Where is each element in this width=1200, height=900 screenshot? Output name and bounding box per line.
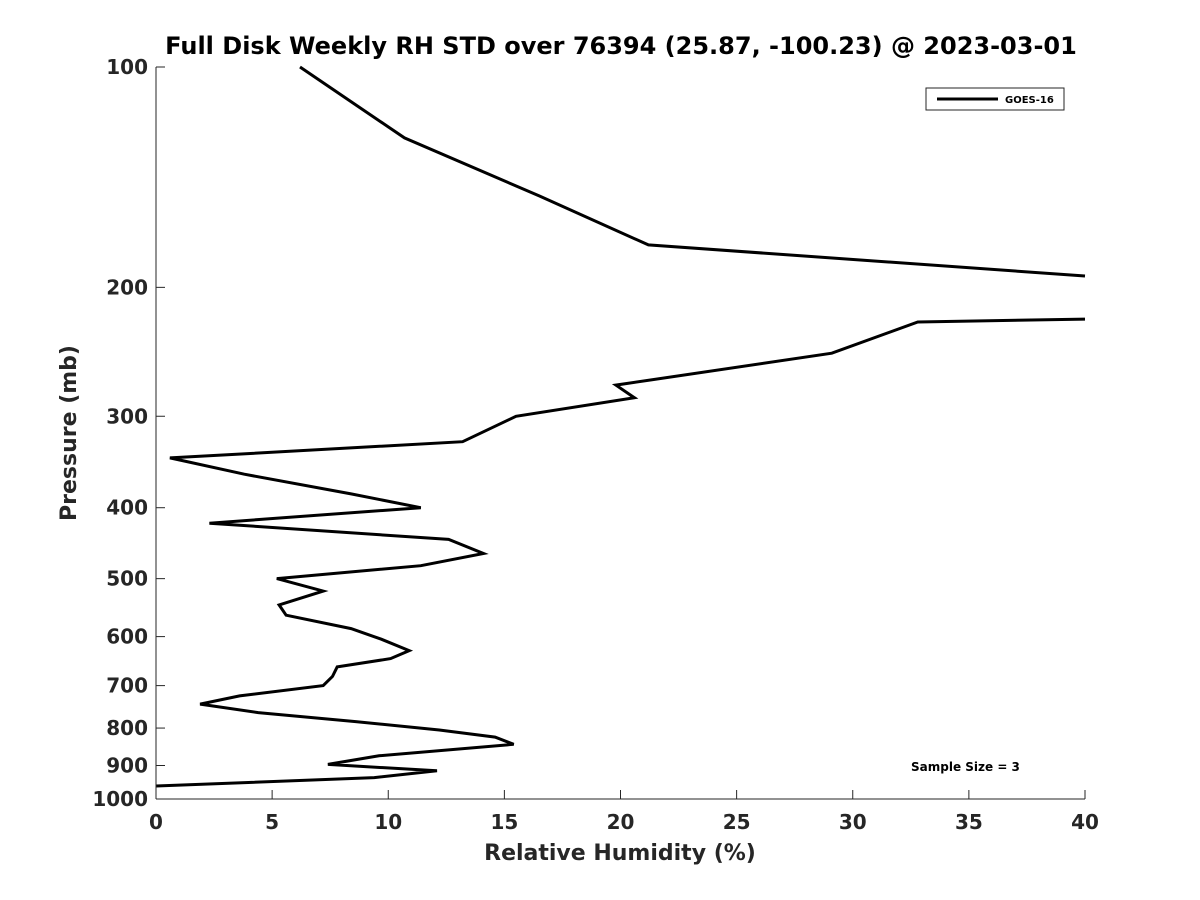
x-tick-label: 5 <box>265 810 279 834</box>
x-tick-label: 25 <box>723 810 751 834</box>
y-tick-label: 200 <box>106 275 148 299</box>
sample-size-annotation: Sample Size = 3 <box>911 760 1020 774</box>
x-tick-label: 40 <box>1071 810 1099 834</box>
x-tick-label: 35 <box>955 810 983 834</box>
x-axis-label: Relative Humidity (%) <box>484 841 756 866</box>
x-tick-label: 30 <box>839 810 867 834</box>
x-axis-ticks: 0 5 10 15 20 25 30 35 40 <box>149 790 1099 834</box>
x-tick-label: 0 <box>149 810 163 834</box>
y-axis-ticks: 100 200 300 400 500 600 700 800 900 1000 <box>92 55 165 811</box>
y-tick-label: 300 <box>106 404 148 428</box>
y-tick-label: 600 <box>106 625 148 649</box>
y-tick-label: 500 <box>106 567 148 591</box>
x-tick-label: 15 <box>490 810 518 834</box>
x-tick-label: 10 <box>374 810 402 834</box>
y-tick-label: 800 <box>106 716 148 740</box>
y-tick-label: 700 <box>106 674 148 698</box>
chart-title: Full Disk Weekly RH STD over 76394 (25.8… <box>165 32 1077 60</box>
y-tick-label: 1000 <box>92 787 148 811</box>
y-tick-label: 900 <box>106 754 148 778</box>
x-tick-label: 20 <box>607 810 635 834</box>
y-tick-label: 400 <box>106 496 148 520</box>
series-line-segment <box>299 65 1086 278</box>
y-tick-label: 100 <box>106 55 148 79</box>
series-lines <box>155 65 1086 788</box>
series-line-segment <box>155 317 1086 788</box>
legend-label: GOES-16 <box>1005 95 1054 106</box>
y-axis-label: Pressure (mb) <box>57 345 82 521</box>
plot-area-background <box>156 67 1085 799</box>
legend: GOES-16 <box>925 87 1065 111</box>
